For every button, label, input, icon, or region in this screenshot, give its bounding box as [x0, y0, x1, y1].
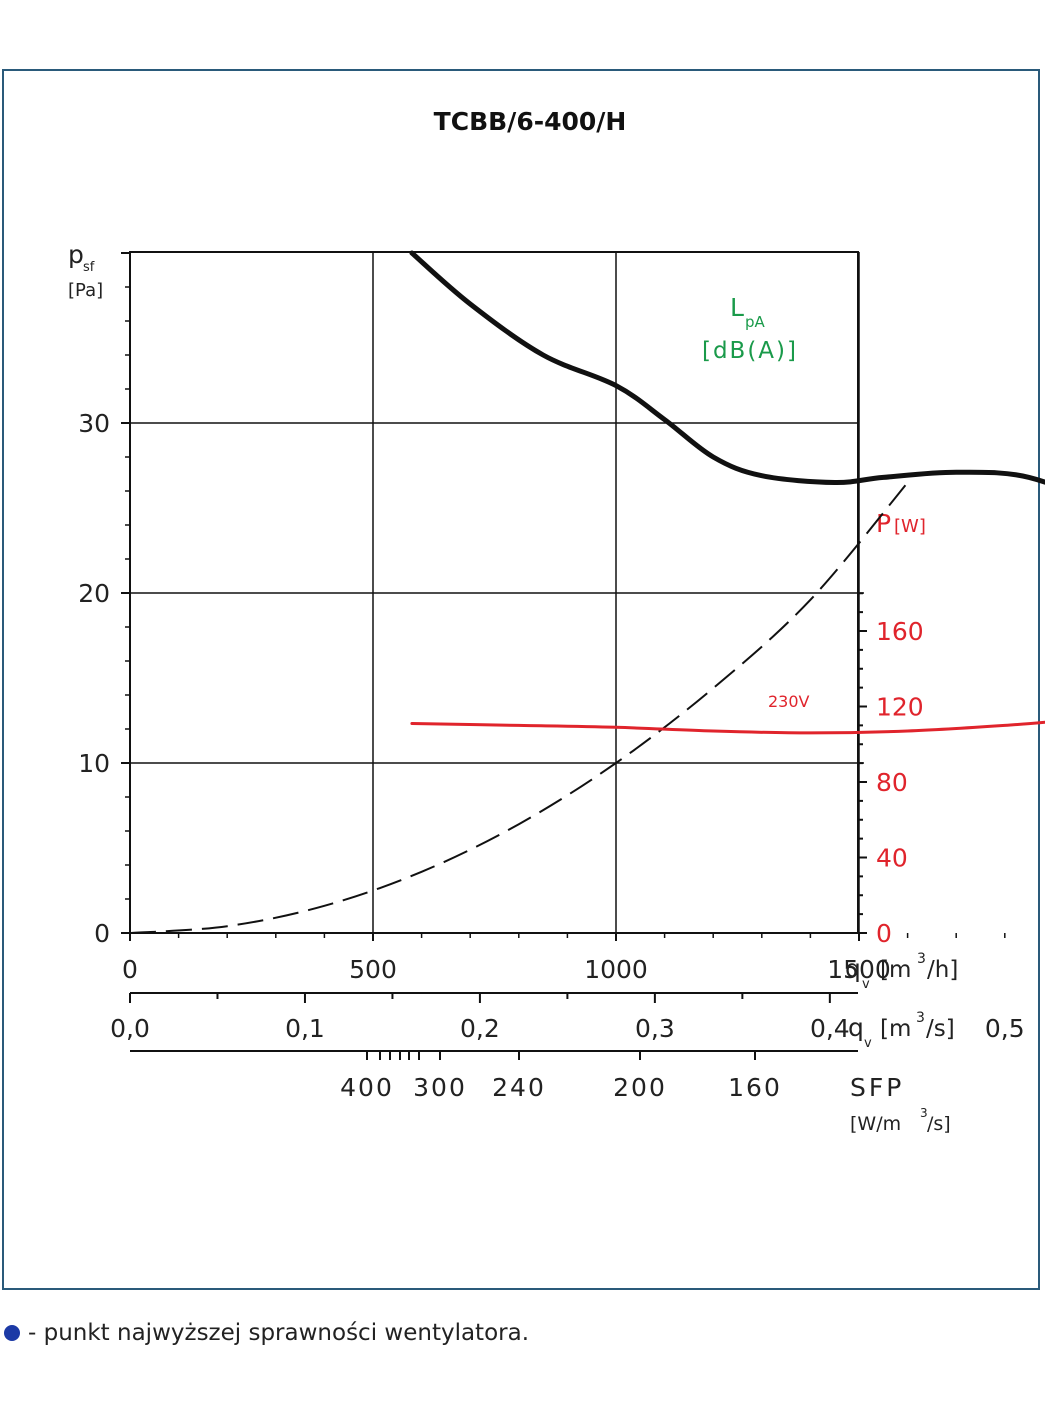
y-right-tick-label: 120 [876, 693, 924, 722]
x-main-tick-label: 0 [122, 955, 138, 984]
sfp-tick-label: 400 [340, 1073, 394, 1102]
y-left-label: p [68, 240, 84, 269]
y-right-tick-label: 40 [876, 844, 908, 873]
sfp-label: SFP [850, 1073, 904, 1102]
lpa-label: L [730, 293, 744, 322]
y-right-unit: [W] [894, 516, 926, 537]
y-left-unit: [Pa] [68, 280, 103, 301]
x-main-label-sub: v [862, 977, 870, 992]
sfp-unit-sup: 3 [920, 1106, 928, 1120]
sfp-tick-label: 200 [613, 1073, 667, 1102]
x-secondary-tick-label: 0,2 [460, 1014, 500, 1043]
y-right-tick-label: 80 [876, 768, 908, 797]
x-secondary-unit: [m [880, 1016, 911, 1042]
system-curve [129, 481, 909, 934]
x-secondary-label: q [848, 1013, 864, 1042]
grid [129, 251, 864, 934]
footnote: - punkt najwyższej sprawności wentylator… [4, 1320, 529, 1346]
sfp-tick-label: 300 [413, 1073, 467, 1102]
x-secondary-label-sub: v [864, 1036, 872, 1051]
pressure-curve [409, 250, 1045, 486]
sfp-unit: [W/m [850, 1113, 901, 1135]
x-main-tick-label: 1500 [827, 955, 891, 984]
x-secondary-tick-label: 0,0 [110, 1014, 150, 1043]
x-main-unit-tail: /h] [927, 957, 958, 983]
x-secondary-tick-label: 0,4 [810, 1014, 850, 1043]
series-layer [129, 250, 1045, 934]
x-secondary-tick-label: 0,5 [985, 1014, 1025, 1043]
power-curve [410, 720, 1045, 735]
sfp-tick-label: 160 [728, 1073, 782, 1102]
y-right-label: P [876, 509, 891, 538]
y-left-tick-label: 20 [78, 579, 110, 608]
footnote-text: - punkt najwyższej sprawności wentylator… [28, 1320, 530, 1346]
y-left-tick-label: 30 [78, 409, 110, 438]
chart-frame [2, 69, 1040, 1290]
eta-max-marker-icon [4, 1325, 20, 1341]
y-left-label-sub: sf [83, 260, 95, 275]
y-right-tick-label: 0 [876, 919, 892, 948]
chart-title: TCBB/6-400/H [434, 107, 627, 136]
x-secondary-tick-label: 0,3 [635, 1014, 675, 1043]
x-main-unit-sup: 3 [917, 951, 926, 967]
fan-performance-chart: TCBB/6-400/H 0102030psf[Pa]0500100015002… [68, 107, 1045, 1135]
sfp-unit-tail: /s] [927, 1113, 951, 1135]
x-main-tick-label: 1000 [584, 955, 648, 984]
x-main-tick-label: 500 [349, 955, 397, 984]
labels-layer: LpA[dB(A)]230V504848ηmax [702, 293, 810, 711]
lpa-unit: [dB(A)] [702, 338, 798, 364]
y-left-tick-label: 0 [94, 919, 110, 948]
x-secondary-tick-label: 0,1 [285, 1014, 325, 1043]
axes: 0102030psf[Pa]05001000150020002500qv[m3/… [68, 240, 1025, 1135]
y-right-tick-label: 160 [876, 617, 924, 646]
power-series-label: 230V [768, 692, 810, 711]
x-main-unit: [m [880, 957, 911, 983]
x-secondary-unit-tail: /s] [926, 1016, 955, 1042]
sfp-tick-label: 240 [492, 1073, 546, 1102]
x-secondary-unit-sup: 3 [916, 1010, 925, 1026]
lpa-label-sub: pA [745, 313, 766, 331]
x-main-label: q [845, 954, 861, 983]
y-left-tick-label: 10 [78, 749, 110, 778]
